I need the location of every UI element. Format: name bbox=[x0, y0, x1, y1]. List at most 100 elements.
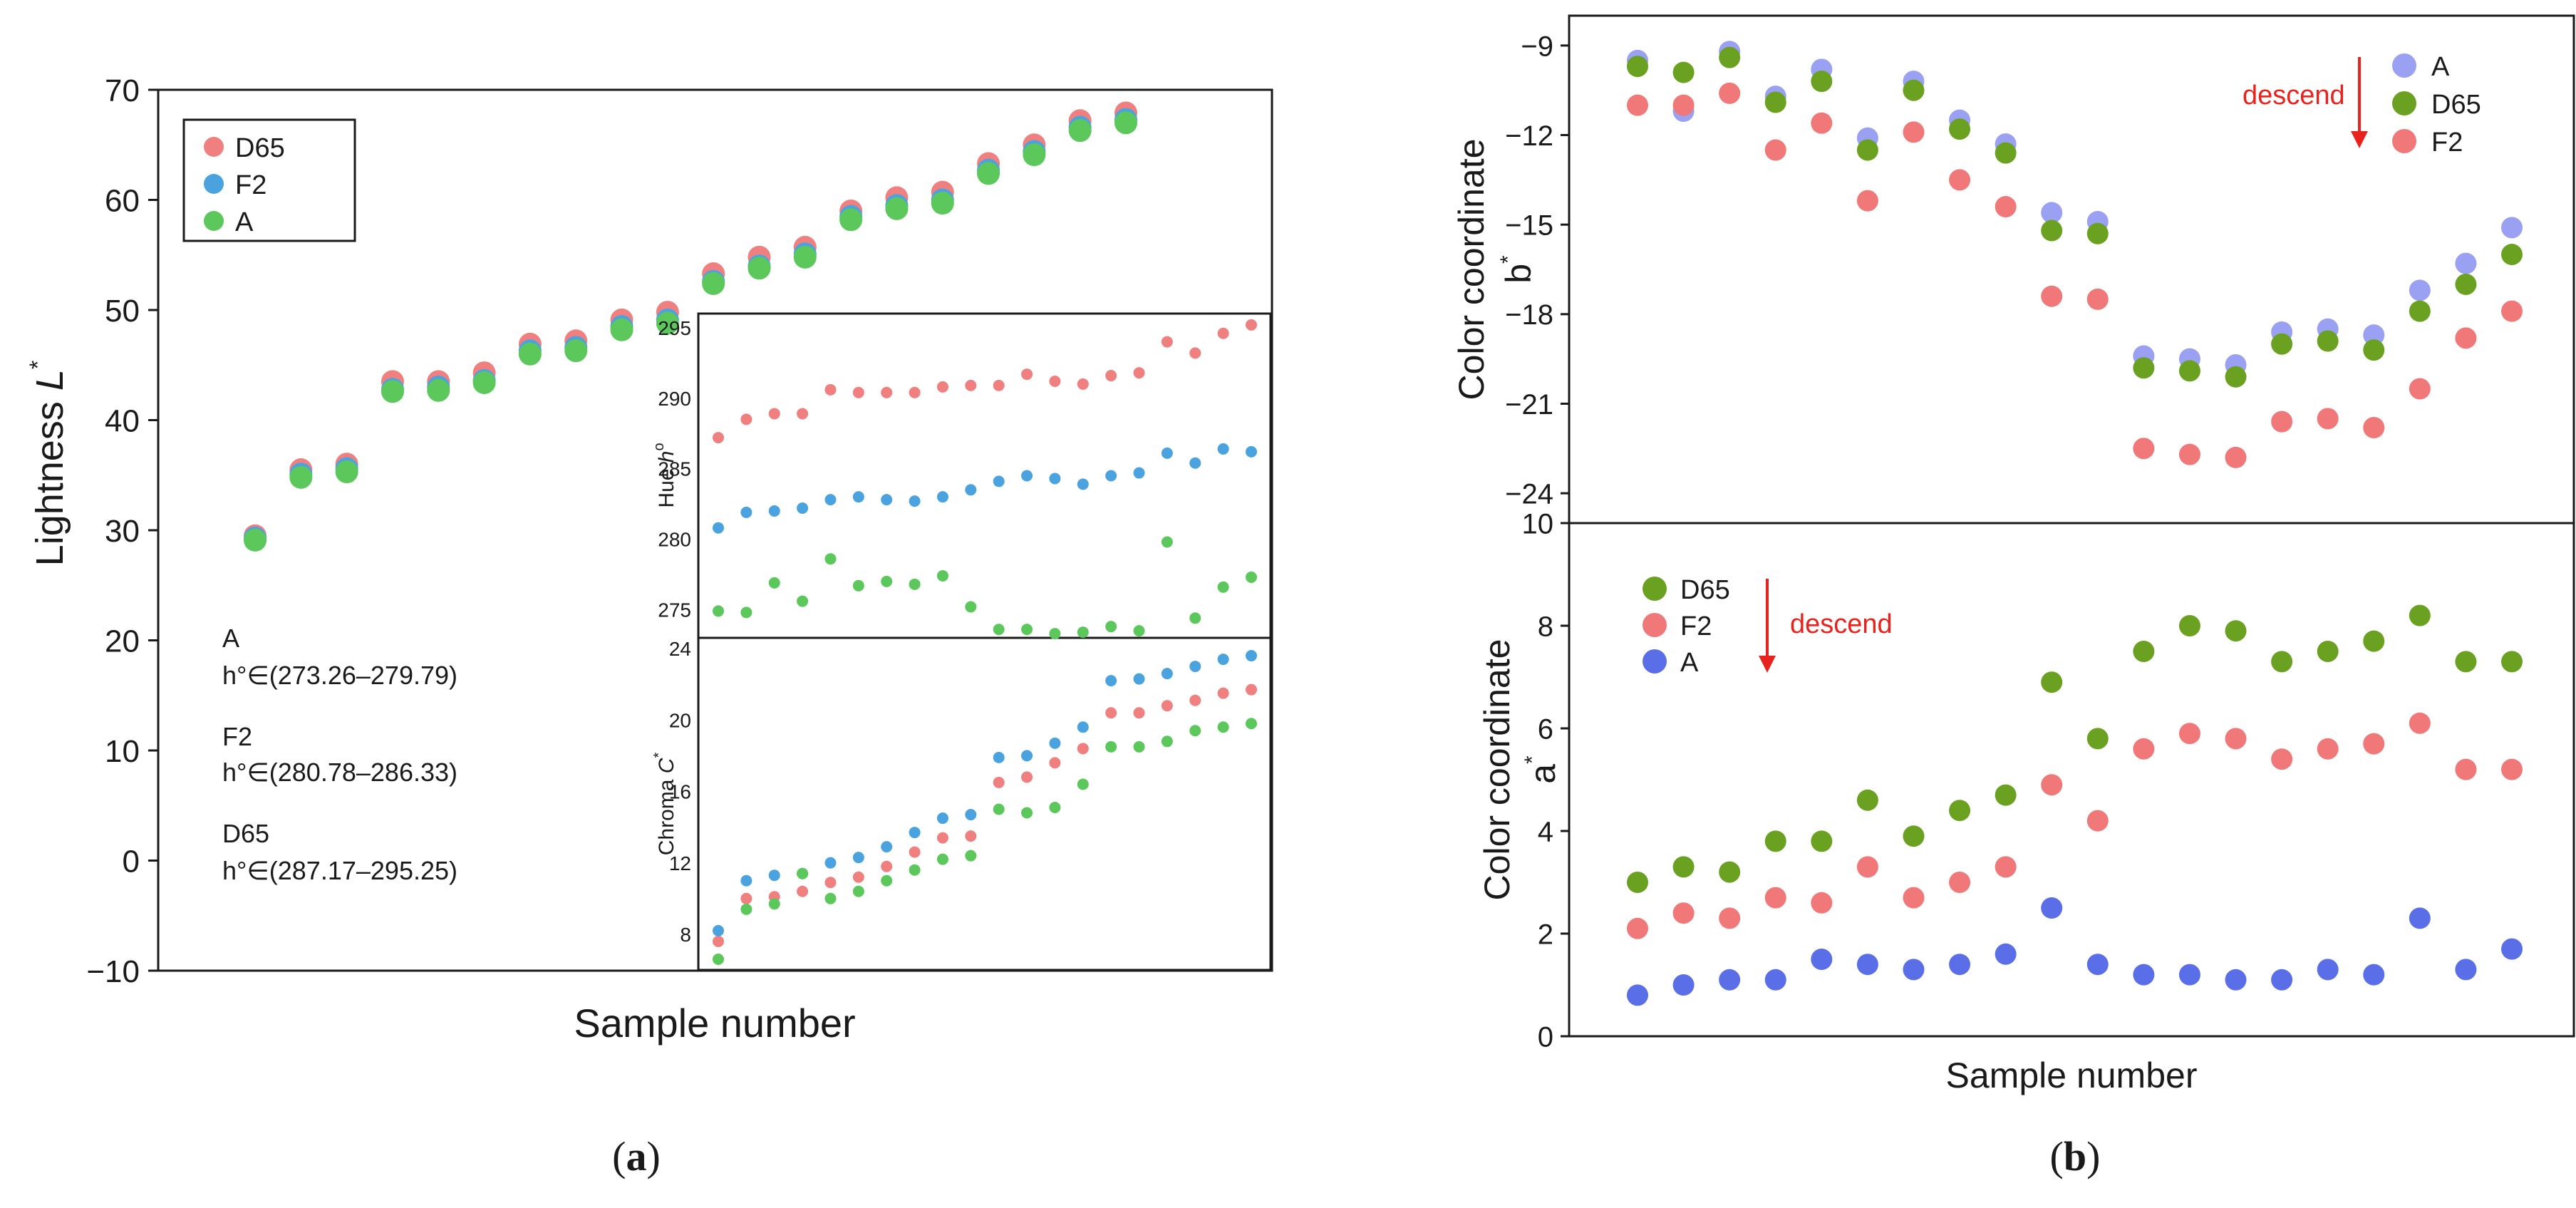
b_star-point-d65 bbox=[2501, 244, 2523, 266]
hue_inset-point-f2 bbox=[1021, 470, 1033, 482]
chroma_inset-point-f2 bbox=[965, 809, 977, 821]
chroma_inset-point-d65 bbox=[993, 776, 1005, 788]
a_star-point-a bbox=[2271, 969, 2293, 991]
hue_inset-point-d65 bbox=[713, 432, 724, 444]
a_star-point-f2 bbox=[1627, 917, 1648, 939]
legend-marker-d65 bbox=[204, 137, 224, 157]
hue_inset-point-a bbox=[740, 606, 752, 619]
chroma_inset-point-d65 bbox=[1049, 757, 1061, 769]
chroma_inset-point-f2 bbox=[1189, 661, 1201, 673]
chroma_inset-point-f2 bbox=[936, 812, 948, 825]
a_star-point-d65 bbox=[2178, 615, 2200, 636]
chroma_inset-point-d65 bbox=[1189, 694, 1201, 706]
a_star-point-f2 bbox=[2409, 712, 2431, 734]
b_star-point-f2 bbox=[1995, 196, 2017, 218]
hue_inset-point-f2 bbox=[1105, 470, 1117, 482]
hue_inset-point-a bbox=[993, 624, 1005, 636]
a_star-point-d65 bbox=[1949, 800, 1971, 822]
hue_inset-point-f2 bbox=[1049, 473, 1061, 485]
b_star-point-d65 bbox=[2409, 300, 2431, 322]
a_star-point-a bbox=[1856, 954, 1878, 976]
hue_inset-point-d65 bbox=[881, 386, 893, 398]
legend-marker-f2 bbox=[204, 174, 224, 194]
b-legend-marker-d65 bbox=[2392, 91, 2416, 115]
a-legend-label-a: A bbox=[1680, 648, 1699, 678]
a_star-point-f2 bbox=[1856, 856, 1878, 878]
lightness-point-a bbox=[1068, 119, 1092, 143]
chroma_inset-point-d65 bbox=[1105, 707, 1117, 719]
a_star-point-f2 bbox=[1672, 902, 1695, 924]
hue_inset-point-f2 bbox=[740, 506, 752, 518]
a_star-y-tick-label: 4 bbox=[1538, 816, 1553, 847]
a_star-y-tick-label: 10 bbox=[1522, 508, 1554, 540]
b_star-y-tick-label: −9 bbox=[1521, 31, 1553, 62]
hue_inset-y-tick-label: 285 bbox=[658, 458, 691, 480]
hue_inset-point-f2 bbox=[1161, 447, 1173, 459]
b_star-point-f2 bbox=[1764, 139, 1786, 161]
a_star-y-tick-label: 8 bbox=[1538, 611, 1553, 642]
a_star-point-a bbox=[1764, 969, 1786, 991]
chroma_inset-point-a bbox=[824, 892, 837, 904]
hue_inset-point-a bbox=[1021, 624, 1033, 636]
chroma_inset-point-d65 bbox=[909, 846, 921, 858]
a_star-point-d65 bbox=[1856, 789, 1878, 811]
hue-range-annotations: A h°∈(273.26–279.79) F2 h°∈(280.78–286.3… bbox=[222, 624, 457, 885]
a-legend-marker-f2 bbox=[1643, 613, 1667, 637]
hue_inset-point-a bbox=[1133, 625, 1145, 637]
chroma_inset-point-d65 bbox=[881, 860, 893, 872]
chroma_inset-point-d65 bbox=[1246, 683, 1257, 696]
chroma_inset-point-f2 bbox=[909, 827, 921, 839]
b_star-point-d65 bbox=[1672, 61, 1695, 83]
hue_inset-point-d65 bbox=[1021, 368, 1033, 381]
b-star-points bbox=[1627, 41, 2523, 468]
legend-label-d65: D65 bbox=[235, 133, 285, 163]
lightness-point-a bbox=[381, 380, 404, 403]
hue_inset-point-f2 bbox=[909, 495, 921, 507]
hue_inset-point-d65 bbox=[1217, 327, 1229, 339]
b_star-point-d65 bbox=[1811, 71, 1833, 93]
a_star-point-a bbox=[2086, 954, 2109, 976]
hue_inset-point-f2 bbox=[768, 505, 780, 517]
a_star-point-d65 bbox=[1995, 784, 2017, 806]
a_star-point-f2 bbox=[2178, 723, 2200, 745]
b-legend-marker-f2 bbox=[2392, 129, 2416, 153]
b_star-point-d65 bbox=[2225, 366, 2247, 388]
lightness-y-axis: −10 0 10 20 30 40 50 60 70 bbox=[86, 73, 158, 989]
lightness-point-a bbox=[1114, 111, 1137, 135]
b_star-point-d65 bbox=[2271, 333, 2293, 355]
b_star-point-f2 bbox=[2225, 446, 2247, 468]
chroma-inset-frame bbox=[697, 636, 1272, 971]
lightness-legend: D65 F2 A bbox=[182, 118, 356, 242]
a-star-y-label: Color coordinate bbox=[1477, 639, 1517, 901]
a-descend-arrow bbox=[1759, 579, 1776, 673]
a_star-point-d65 bbox=[2455, 651, 2477, 673]
chroma_inset-point-d65 bbox=[797, 885, 809, 897]
chroma_inset-point-a bbox=[768, 898, 780, 910]
b_star-point-d65 bbox=[1764, 91, 1786, 113]
lightness-point-a bbox=[931, 192, 954, 215]
hue_inset-point-a bbox=[1246, 571, 1257, 583]
panel-b: −9 −12 −15 −18 −21 −24 0 2 4 6 8 10 Color coordina… bbox=[1452, 14, 2575, 1179]
chroma_inset-point-f2 bbox=[993, 751, 1005, 763]
chroma_inset-point-f2 bbox=[1021, 750, 1033, 762]
a_star-point-d65 bbox=[1719, 861, 1741, 883]
a-star-points bbox=[1627, 604, 2523, 1006]
hue-y-label: Hue ho bbox=[651, 443, 678, 507]
a_star-point-f2 bbox=[2455, 758, 2477, 780]
b-panel-x-label: Sample number bbox=[1946, 1055, 2198, 1095]
chroma_inset-point-f2 bbox=[740, 874, 752, 887]
a_star-point-d65 bbox=[2133, 641, 2155, 662]
a_star-point-f2 bbox=[2086, 810, 2109, 832]
a_star-point-a bbox=[1627, 984, 1648, 1006]
chroma_inset-point-a bbox=[881, 874, 893, 887]
chroma_inset-point-a bbox=[1217, 721, 1229, 733]
a-legend-marker-a bbox=[1643, 649, 1667, 673]
chroma-points bbox=[713, 650, 1257, 965]
chroma_inset-point-f2 bbox=[1217, 654, 1229, 666]
lightness-point-a bbox=[839, 208, 863, 232]
hue_inset-point-f2 bbox=[852, 491, 864, 503]
hue_inset-y-tick-label: 280 bbox=[658, 529, 691, 551]
hue_inset-point-d65 bbox=[965, 379, 977, 391]
b_star-point-d65 bbox=[2178, 360, 2200, 382]
